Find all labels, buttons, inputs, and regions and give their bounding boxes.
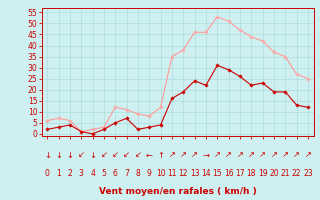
Text: 16: 16: [224, 168, 233, 178]
Text: ↗: ↗: [304, 150, 311, 160]
Text: ↓: ↓: [89, 150, 96, 160]
Text: ↗: ↗: [191, 150, 198, 160]
Text: 23: 23: [303, 168, 313, 178]
Text: ↗: ↗: [236, 150, 244, 160]
Text: 14: 14: [201, 168, 211, 178]
Text: ↗: ↗: [259, 150, 266, 160]
Text: 8: 8: [136, 168, 140, 178]
Text: 18: 18: [246, 168, 256, 178]
Text: 7: 7: [124, 168, 129, 178]
Text: ↗: ↗: [248, 150, 255, 160]
Text: 12: 12: [179, 168, 188, 178]
Text: ↗: ↗: [168, 150, 175, 160]
Text: ↓: ↓: [55, 150, 62, 160]
Text: 6: 6: [113, 168, 118, 178]
Text: ↙: ↙: [112, 150, 119, 160]
Text: 11: 11: [167, 168, 177, 178]
Text: ←: ←: [146, 150, 153, 160]
Text: Vent moyen/en rafales ( km/h ): Vent moyen/en rafales ( km/h ): [99, 186, 256, 196]
Text: ↙: ↙: [100, 150, 108, 160]
Text: ↗: ↗: [270, 150, 277, 160]
Text: ↗: ↗: [293, 150, 300, 160]
Text: ↓: ↓: [44, 150, 51, 160]
Text: ↙: ↙: [123, 150, 130, 160]
Text: 3: 3: [79, 168, 84, 178]
Text: 0: 0: [45, 168, 50, 178]
Text: 4: 4: [90, 168, 95, 178]
Text: 21: 21: [281, 168, 290, 178]
Text: 13: 13: [190, 168, 199, 178]
Text: ↙: ↙: [134, 150, 141, 160]
Text: 20: 20: [269, 168, 279, 178]
Text: ↗: ↗: [282, 150, 289, 160]
Text: 5: 5: [101, 168, 106, 178]
Text: 2: 2: [68, 168, 72, 178]
Text: 19: 19: [258, 168, 268, 178]
Text: ↓: ↓: [67, 150, 73, 160]
Text: ↗: ↗: [214, 150, 221, 160]
Text: 15: 15: [212, 168, 222, 178]
Text: 17: 17: [235, 168, 245, 178]
Text: 9: 9: [147, 168, 152, 178]
Text: →: →: [203, 150, 209, 160]
Text: 22: 22: [292, 168, 301, 178]
Text: ↙: ↙: [78, 150, 85, 160]
Text: ↑: ↑: [157, 150, 164, 160]
Text: ↗: ↗: [225, 150, 232, 160]
Text: 10: 10: [156, 168, 165, 178]
Text: 1: 1: [56, 168, 61, 178]
Text: ↗: ↗: [180, 150, 187, 160]
